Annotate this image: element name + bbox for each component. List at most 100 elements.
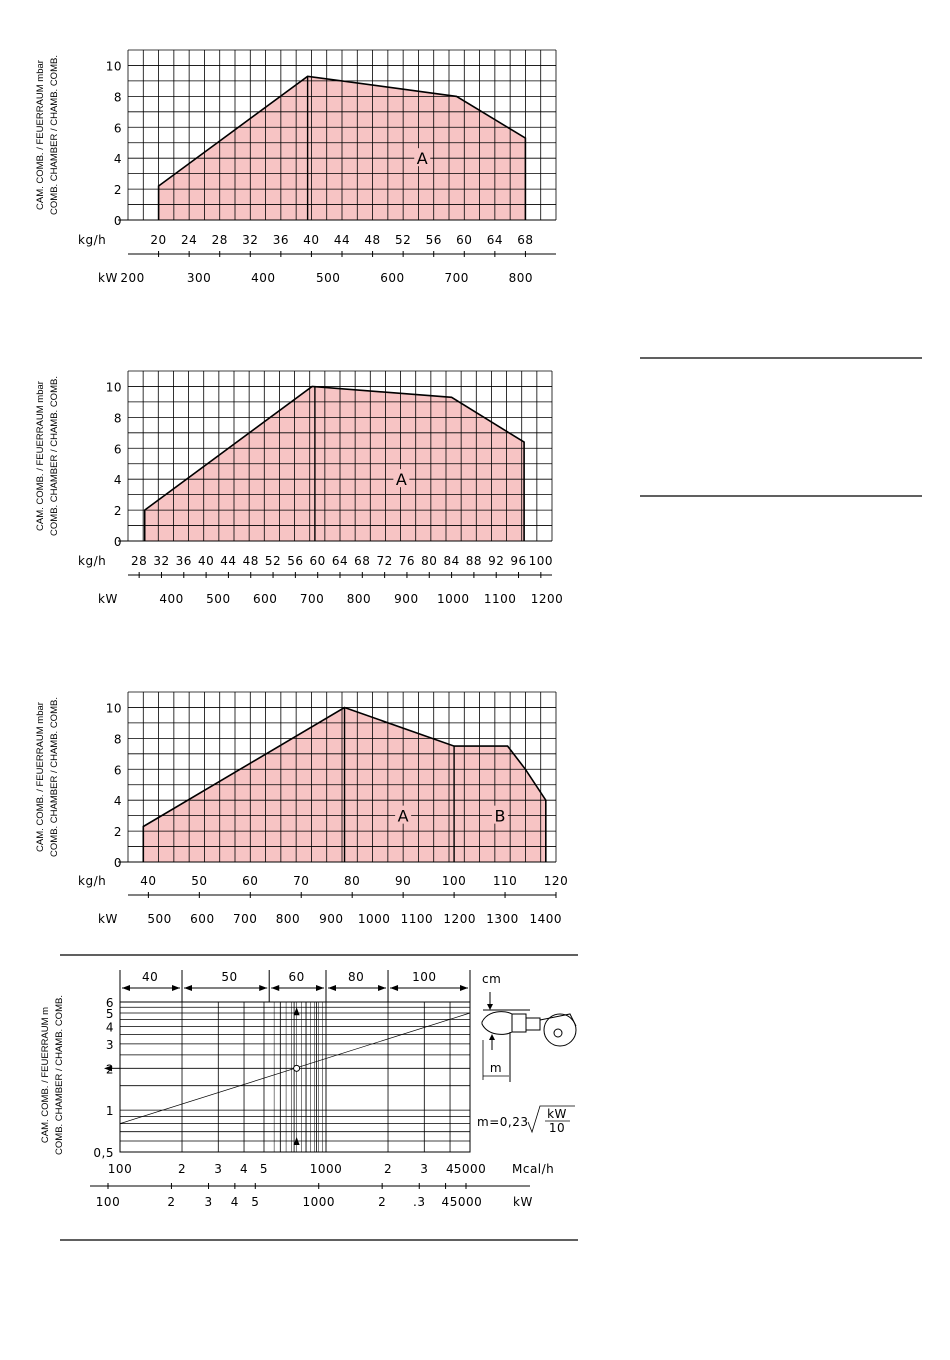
x-tick-label: 80 xyxy=(421,554,437,568)
x-tick-label: 48 xyxy=(364,233,380,247)
arrow-head-icon xyxy=(378,985,387,991)
up-arrow-icon xyxy=(293,1136,300,1145)
y-tick-label: 10 xyxy=(106,380,122,394)
cm-band-label: 60 xyxy=(288,970,304,984)
kw-tick-label: 1300 xyxy=(486,912,519,926)
kw-tick-label: 700 xyxy=(233,912,257,926)
x-tick-label: 44 xyxy=(220,554,236,568)
kw-tick-label: 500 xyxy=(147,912,171,926)
region-label-a: A xyxy=(398,807,409,826)
x-tick-label: 52 xyxy=(395,233,411,247)
y-axis-title-line-1: CAM. COMB. / FEUERRAUM mbar xyxy=(35,60,46,210)
region-label-bg xyxy=(414,148,431,167)
cm-band-label: 80 xyxy=(348,970,364,984)
arrow-head-icon xyxy=(328,985,337,991)
kw-tick-label: 500 xyxy=(316,271,340,285)
cm-band-label: 40 xyxy=(142,970,158,984)
y-tick-label: 10 xyxy=(106,59,122,73)
formula-numerator: kW xyxy=(547,1107,567,1121)
x-tick-label: 88 xyxy=(466,554,482,568)
y-axis-title-line-2: COMB. CHAMBER / CHAMB. COMB. xyxy=(49,55,60,215)
x-tick-label: 2 xyxy=(384,1162,392,1176)
x-unit-label: kg/h xyxy=(78,233,106,247)
kw-tick-label: 4 xyxy=(442,1195,450,1209)
x-unit-label: kg/h xyxy=(78,874,106,888)
kw-tick-label: 4 xyxy=(231,1195,239,1209)
x-tick-label: 40 xyxy=(140,874,156,888)
kw-tick-label: 1200 xyxy=(443,912,476,926)
x-tick-label: 90 xyxy=(395,874,411,888)
example-point xyxy=(293,1064,301,1072)
kw-tick-label: 600 xyxy=(253,592,277,606)
burner-head xyxy=(511,1013,527,1033)
y-tick-label: 2 xyxy=(114,183,122,197)
burner-diagram-icon: m xyxy=(481,992,577,1082)
y-tick-label: 0 xyxy=(114,856,122,870)
y-axis-title-line-1: CAM. COMB. / FEUERRAUM mbar xyxy=(35,702,46,852)
x-tick-label: 32 xyxy=(153,554,169,568)
y-tick-label: 6 xyxy=(114,121,122,135)
x-tick-label: 32 xyxy=(242,233,258,247)
x-tick-label: 110 xyxy=(493,874,517,888)
x-tick-label: 52 xyxy=(265,554,281,568)
x-tick-label: 100 xyxy=(442,874,466,888)
y-tick-label: 2 xyxy=(106,1062,114,1076)
y-axis-title-line-2: COMB. CHAMBER / CHAMB. COMB. xyxy=(54,995,65,1155)
arrow-head-icon xyxy=(122,985,130,991)
kw-tick-label: 800 xyxy=(347,592,371,606)
x-tick-label: 100 xyxy=(529,554,553,568)
cm-unit-label: cm xyxy=(482,972,501,986)
arrow-head-icon xyxy=(271,985,280,991)
y-tick-label: 6 xyxy=(114,763,122,777)
x-tick-label: 48 xyxy=(243,554,259,568)
kw-tick-label: 300 xyxy=(187,271,211,285)
kw-tick-label: 1000 xyxy=(437,592,470,606)
x-tick-label: 28 xyxy=(212,233,228,247)
region-label-bg xyxy=(393,469,410,488)
kw-tick-label: 600 xyxy=(190,912,214,926)
x-tick-label: 5000 xyxy=(454,1162,487,1176)
y-axis-title: CAM. COMB. / FEUERRAUM m COMB. CHAMBER / … xyxy=(40,995,65,1155)
y-tick-label: 2 xyxy=(114,504,122,518)
y-axis-title-line-2: COMB. CHAMBER / CHAMB. COMB. xyxy=(49,376,60,536)
kw-tick-label: 200 xyxy=(120,271,144,285)
kw-tick-label: 2 xyxy=(378,1195,386,1209)
arrow-head-icon xyxy=(390,985,399,991)
y-axis-title-line-2: COMB. CHAMBER / CHAMB. COMB. xyxy=(49,697,60,857)
cm-band-label: 100 xyxy=(412,970,436,984)
y-tick-label: 1 xyxy=(106,1104,114,1118)
arrow-head-icon xyxy=(259,985,268,991)
kw-tick-label: 100 xyxy=(96,1195,120,1209)
x-tick-label: 5 xyxy=(260,1162,268,1176)
y-tick-label: 2 xyxy=(114,825,122,839)
arrow-head-icon xyxy=(172,985,181,991)
fan-hub xyxy=(553,1028,563,1038)
up-arrow-icon xyxy=(489,1034,495,1040)
x-tick-label: 80 xyxy=(344,874,360,888)
kw-tick-label: 5000 xyxy=(450,1195,483,1209)
cm-band-label: 50 xyxy=(221,970,237,984)
x-tick-label: 2 xyxy=(178,1162,186,1176)
x-tick-label: 92 xyxy=(488,554,504,568)
x-tick-label: 60 xyxy=(456,233,472,247)
x-tick-label: 40 xyxy=(303,233,319,247)
region-label-bg xyxy=(395,805,412,824)
x-tick-label: 68 xyxy=(354,554,370,568)
kw-tick-label: 1100 xyxy=(484,592,517,606)
kw-unit-label: kW xyxy=(98,271,118,285)
y-tick-label: 4 xyxy=(114,152,122,166)
region-label-a: A xyxy=(417,149,428,168)
region-label-bg xyxy=(491,805,508,824)
kw-tick-label: 2 xyxy=(167,1195,175,1209)
y-tick-label: 0 xyxy=(114,214,122,228)
x-tick-label: 56 xyxy=(426,233,442,247)
y-tick-label: 0,5 xyxy=(93,1146,114,1160)
x-tick-label: 40 xyxy=(198,554,214,568)
x-tick-label: 36 xyxy=(273,233,289,247)
kw-tick-label: 5 xyxy=(251,1195,259,1209)
up-arrow-icon xyxy=(293,1007,300,1016)
kw-unit-label: kW xyxy=(513,1195,533,1209)
chart-3: A B 0 2 4 6 8 10 kg/h 40 50 60 70 80 90 100 110 120 kW 500 6… xyxy=(35,691,568,926)
y-tick-label: 4 xyxy=(114,794,122,808)
